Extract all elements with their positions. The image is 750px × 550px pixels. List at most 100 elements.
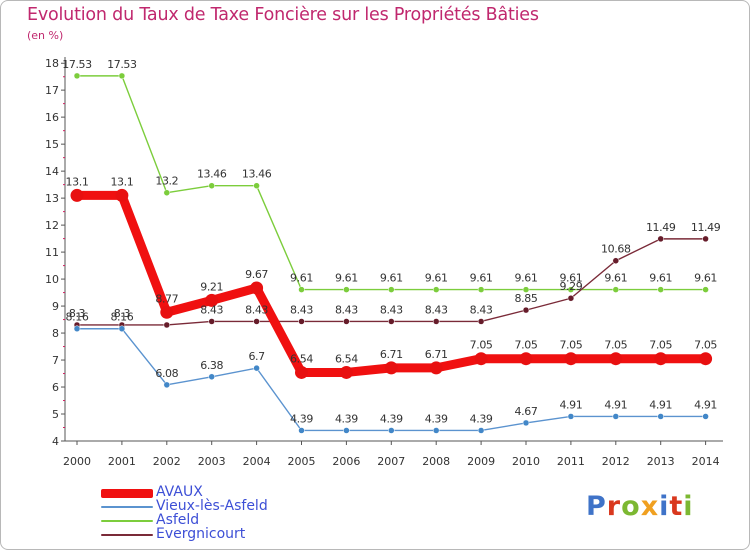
logo-letter: t [669, 491, 684, 522]
series-data-labels: 17.53 17.53 13.2 13.46 13.46 9.61 9.61 9.61 9.61… [62, 58, 721, 426]
data-label-evergnicourt: 10.68 [601, 243, 631, 256]
data-point-evergnicourt [343, 318, 350, 325]
x-tick-label: 2011 [557, 455, 585, 468]
data-label-avaux: 7.05 [649, 339, 672, 352]
chart-title: Evolution du Taux de Taxe Foncière sur l… [27, 5, 539, 25]
data-label-avaux: 9.21 [200, 280, 223, 293]
data-point-vieux-l-s-asfeld [253, 364, 260, 372]
data-label-vieux-l-s-asfeld: 8.16 [66, 311, 89, 324]
data-point-evergnicourt [657, 235, 664, 243]
data-label-asfeld: 9.61 [290, 272, 313, 285]
data-point-vieux-l-s-asfeld [73, 325, 81, 332]
data-label-vieux-l-s-asfeld: 4.39 [290, 412, 313, 425]
data-label-evergnicourt: 9.29 [559, 280, 582, 293]
data-label-vieux-l-s-asfeld: 4.39 [335, 412, 358, 425]
legend-swatch-asfeld [101, 514, 153, 528]
data-label-asfeld: 9.61 [604, 272, 627, 285]
data-label-evergnicourt: 8.43 [335, 303, 358, 316]
y-tick-label: 13 [45, 192, 59, 205]
data-point-asfeld [567, 286, 575, 293]
y-tick-label: 8 [52, 327, 59, 340]
data-point-vieux-l-s-asfeld [388, 427, 395, 434]
data-label-asfeld: 9.61 [694, 272, 717, 285]
data-point-evergnicourt [163, 321, 171, 329]
data-label-avaux: 13.1 [66, 175, 89, 188]
data-label-evergnicourt: 8.43 [290, 303, 313, 316]
data-label-asfeld: 17.53 [62, 58, 92, 71]
series-points [70, 72, 713, 434]
data-point-vieux-l-s-asfeld [477, 427, 485, 434]
data-label-evergnicourt: 8.43 [245, 303, 268, 316]
data-label-vieux-l-s-asfeld: 4.91 [559, 398, 582, 411]
x-tick-label: 2007 [377, 455, 405, 468]
data-label-asfeld: 9.61 [425, 272, 448, 285]
data-point-vieux-l-s-asfeld [612, 413, 620, 420]
data-label-evergnicourt: 8.3 [69, 307, 86, 320]
x-tick-label: 2010 [512, 455, 540, 468]
data-point-avaux [429, 361, 443, 375]
data-point-avaux [295, 365, 308, 379]
data-point-vieux-l-s-asfeld [657, 413, 664, 420]
data-label-vieux-l-s-asfeld: 4.39 [380, 412, 403, 425]
legend-label-avaux: AVAUX [156, 484, 203, 500]
data-point-evergnicourt [298, 318, 305, 325]
data-point-asfeld [702, 286, 709, 293]
data-point-vieux-l-s-asfeld [208, 373, 215, 381]
data-point-asfeld [432, 286, 440, 293]
logo-letter: i [683, 491, 694, 522]
y-tick-label: 6 [52, 381, 59, 394]
data-point-avaux [205, 293, 219, 307]
data-label-evergnicourt: 8.43 [425, 303, 448, 316]
data-label-vieux-l-s-asfeld: 6.38 [200, 359, 223, 372]
data-label-vieux-l-s-asfeld: 6.7 [248, 350, 265, 363]
data-point-evergnicourt [567, 294, 575, 302]
legend-swatch-vieux-l-s-asfeld [101, 500, 153, 514]
logo-letter: o [621, 491, 641, 522]
x-tick-label: 2008 [422, 455, 450, 468]
y-tick-label: 10 [45, 273, 59, 286]
data-point-evergnicourt [522, 306, 530, 314]
y-tick-label: 12 [45, 219, 59, 232]
legend-swatch-avaux [101, 486, 153, 500]
unit-label: (en %) [27, 29, 64, 42]
data-label-asfeld: 13.2 [155, 175, 178, 188]
data-label-avaux: 7.05 [604, 339, 627, 352]
x-tick-label: 2012 [602, 455, 630, 468]
data-label-evergnicourt: 11.49 [691, 221, 721, 234]
data-label-avaux: 6.54 [290, 352, 313, 365]
data-label-vieux-l-s-asfeld: 4.39 [425, 412, 448, 425]
data-point-vieux-l-s-asfeld [522, 419, 530, 427]
data-point-vieux-l-s-asfeld [163, 381, 171, 389]
y-tick-label: 9 [52, 300, 59, 313]
data-point-asfeld [343, 286, 350, 293]
data-point-vieux-l-s-asfeld [118, 325, 126, 332]
data-label-avaux: 8.77 [155, 292, 178, 305]
data-point-avaux [474, 352, 488, 366]
data-label-asfeld: 9.61 [470, 272, 493, 285]
data-label-avaux: 6.71 [425, 348, 448, 361]
data-point-asfeld [208, 182, 215, 189]
data-point-avaux [70, 188, 84, 202]
data-label-avaux: 7.05 [515, 339, 538, 352]
data-label-asfeld: 9.61 [559, 272, 582, 285]
data-label-avaux: 9.67 [245, 268, 268, 281]
data-label-avaux: 7.05 [694, 339, 717, 352]
data-label-asfeld: 13.46 [242, 168, 272, 181]
legend-label-vieux-l-s-asfeld: Vieux-lès-Asfeld [156, 498, 268, 514]
data-label-vieux-l-s-asfeld: 4.91 [604, 398, 627, 411]
data-point-asfeld [253, 182, 260, 189]
y-tick-label: 14 [45, 165, 59, 178]
x-tick-label: 2002 [153, 455, 181, 468]
data-point-avaux [384, 361, 398, 375]
data-label-asfeld: 13.46 [197, 168, 227, 181]
x-tick-label: 2009 [467, 455, 495, 468]
data-label-avaux: 7.05 [470, 339, 493, 352]
data-point-evergnicourt [477, 318, 485, 325]
data-point-asfeld [298, 286, 305, 293]
data-label-asfeld: 17.53 [107, 58, 137, 71]
data-point-avaux [339, 365, 353, 379]
data-point-avaux [519, 352, 533, 366]
data-label-asfeld: 9.61 [380, 272, 403, 285]
